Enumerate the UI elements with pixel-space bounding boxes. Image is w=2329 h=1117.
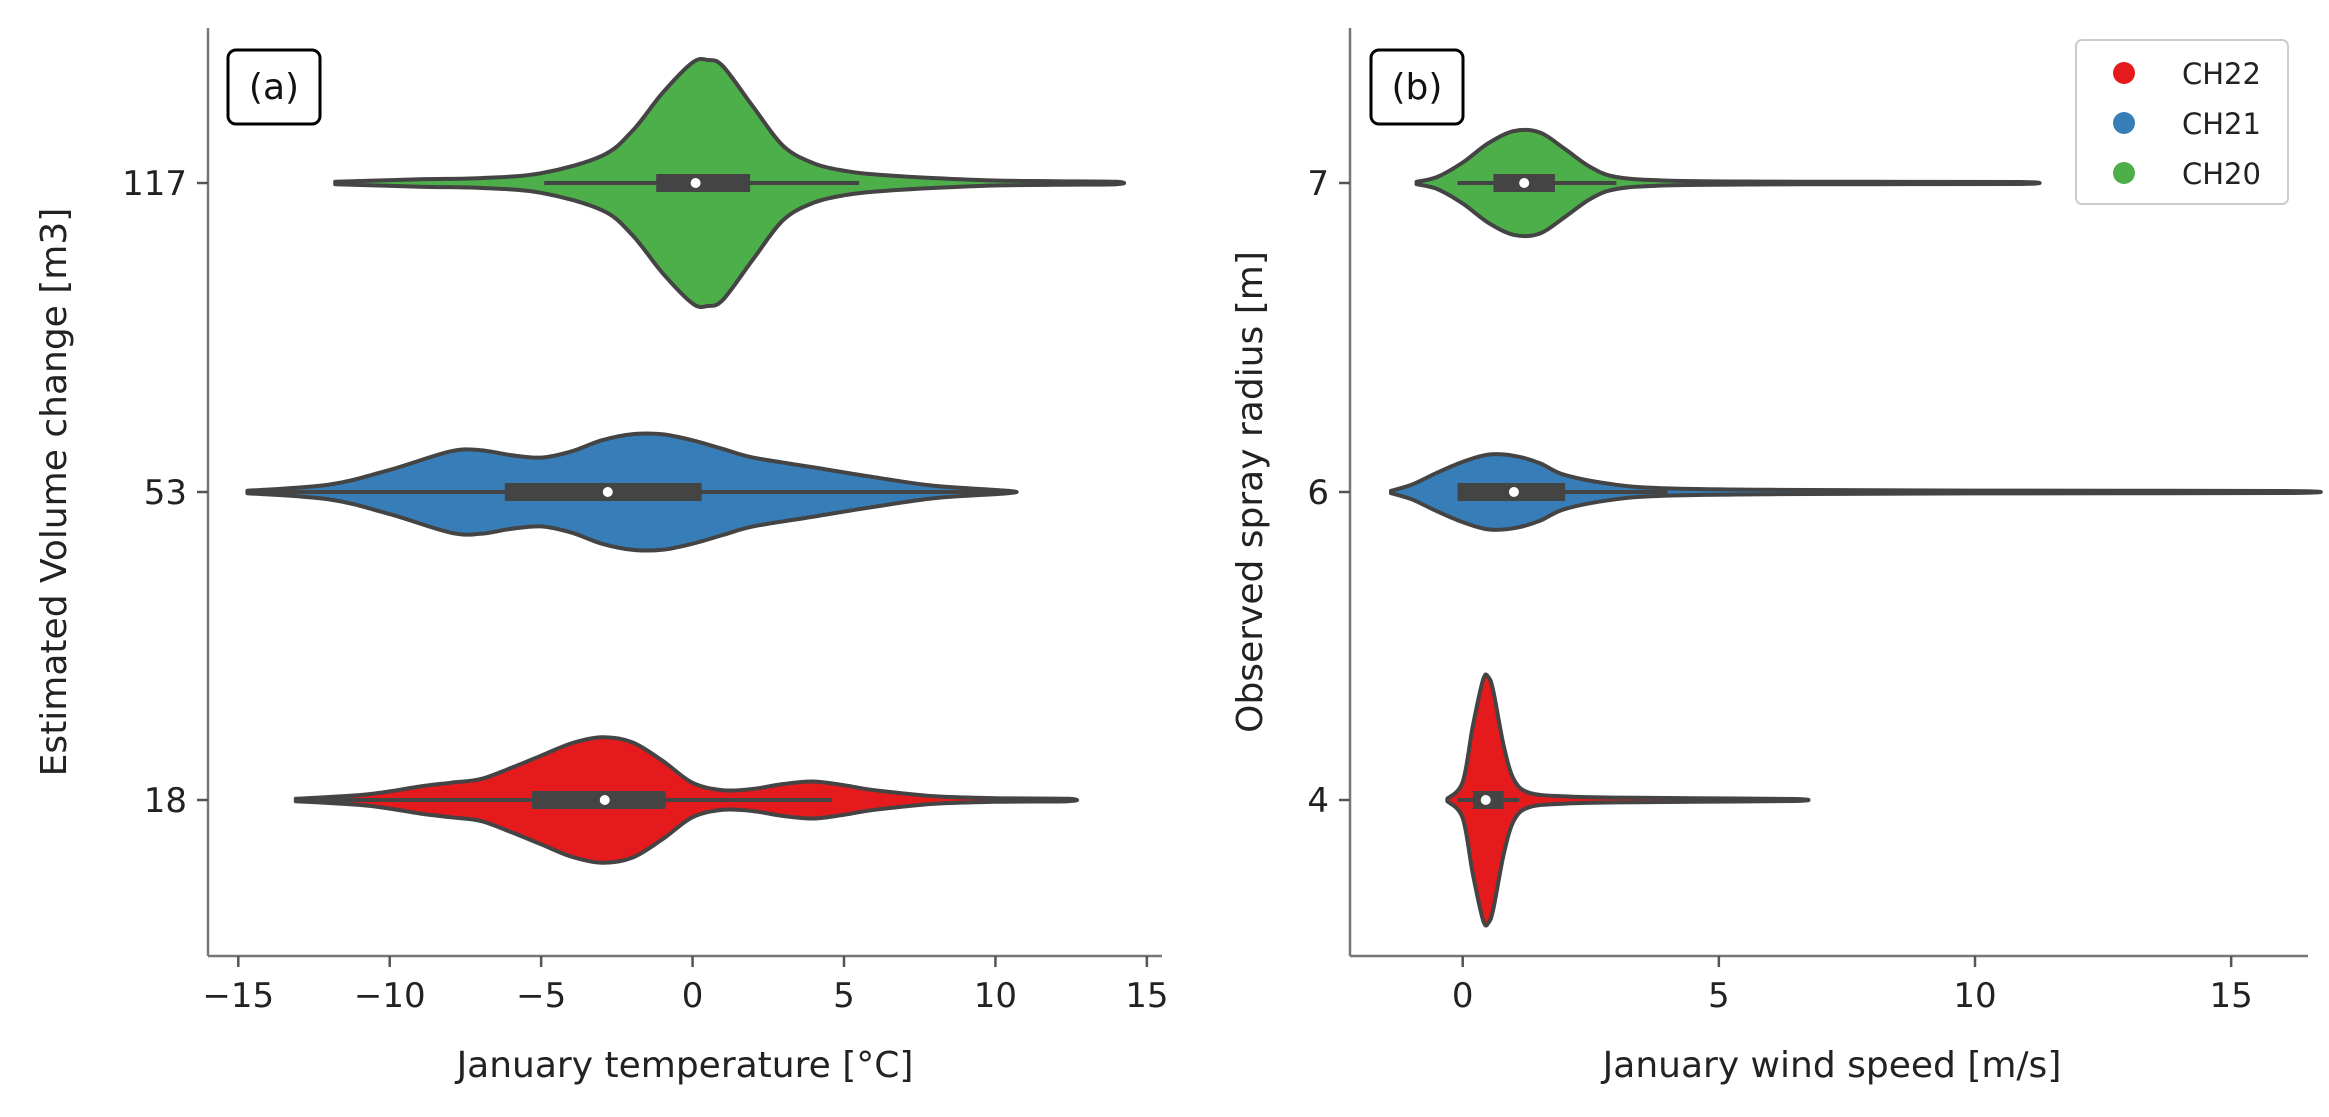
x-tick-label: −5 <box>516 976 566 1016</box>
violin-iqr-box <box>656 174 751 192</box>
violin-ch22 <box>1445 672 1811 928</box>
y-tick-label: 7 <box>1307 164 1329 204</box>
violin-median <box>1519 178 1530 188</box>
panel-tag: (a) <box>249 67 299 108</box>
y-tick-label: 4 <box>1307 781 1329 821</box>
y-tick-label: 117 <box>122 164 187 204</box>
legend-marker <box>2113 162 2135 184</box>
x-tick-label: 0 <box>682 976 704 1016</box>
violin-median <box>1508 487 1519 497</box>
y-axis-label: Observed spray radius [m] <box>1230 251 1271 733</box>
y-tick-label: 53 <box>144 473 187 513</box>
x-tick-label: 10 <box>974 976 1017 1016</box>
violin-median <box>690 178 701 188</box>
x-tick-label: 15 <box>1125 976 1168 1016</box>
violin-iqr-box <box>532 791 666 809</box>
y-axis-label: Estimated Volume change [m3] <box>34 208 75 777</box>
panel-tag: (b) <box>1392 67 1443 108</box>
legend-marker <box>2113 112 2135 134</box>
x-tick-label: 5 <box>1708 976 1730 1016</box>
x-axis-label: January wind speed [m/s] <box>1601 1045 2062 1086</box>
violin-median <box>1480 795 1491 805</box>
violin-ch21 <box>1389 452 2323 532</box>
x-tick-group: 0 5 10 15 <box>1452 956 2253 1016</box>
x-axis-label: January temperature [°C] <box>455 1045 914 1086</box>
legend: CH22 CH21 CH20 <box>2075 39 2289 205</box>
panel-tag-box <box>1369 48 1465 126</box>
violin-median <box>602 487 613 497</box>
x-tick-label: −15 <box>202 976 274 1016</box>
panel-a: −15 −10 −5 0 5 10 15 117 53 18 (a) January tempe… <box>34 28 1168 1086</box>
x-tick-label: −10 <box>354 976 426 1016</box>
violin-median <box>599 795 610 805</box>
legend-marker <box>2113 62 2135 84</box>
y-tick-label: 6 <box>1307 473 1329 513</box>
x-tick-label: 0 <box>1452 976 1474 1016</box>
x-tick-label: 5 <box>833 976 855 1016</box>
violin-group <box>245 56 1127 865</box>
violin-ch20 <box>1414 127 2042 239</box>
y-tick-group: 117 53 18 <box>122 164 208 821</box>
legend-entry: CH20 <box>2113 157 2261 191</box>
x-tick-label: 10 <box>1953 976 1996 1016</box>
x-tick-label: 15 <box>2210 976 2253 1016</box>
legend-label: CH20 <box>2182 157 2261 191</box>
legend-entry: CH21 <box>2113 107 2261 141</box>
legend-label: CH22 <box>2182 57 2261 91</box>
panel-b: 0 5 10 15 764 (b) January wind speed [m/s] … <box>1230 28 2323 1086</box>
violin-group <box>1389 127 2323 928</box>
panel-tag-box <box>226 48 322 126</box>
legend-entry: CH22 <box>2113 57 2261 91</box>
legend-label: CH21 <box>2182 107 2261 141</box>
y-tick-group: 7 6 4 <box>1307 164 1350 821</box>
y-tick-label: 18 <box>144 781 187 821</box>
x-tick-group: −15 −10 −5 0 5 10 15 <box>202 956 1168 1016</box>
